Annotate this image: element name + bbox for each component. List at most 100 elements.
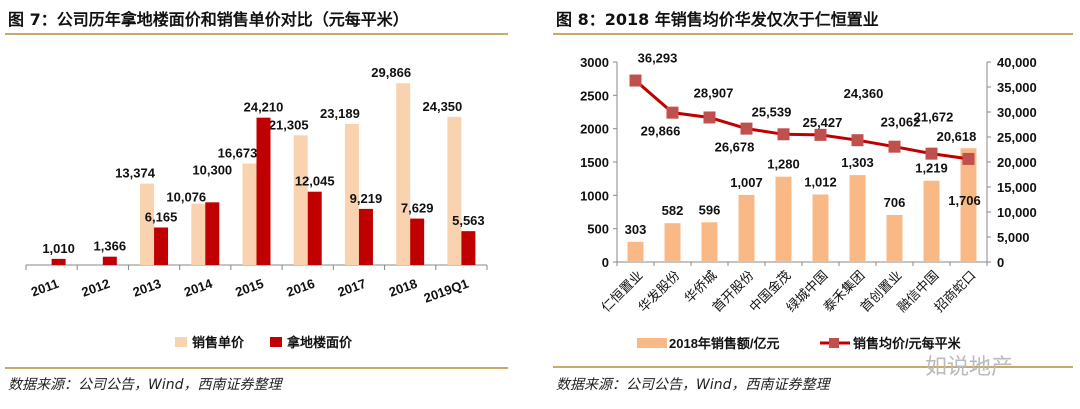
right-right-y-tick-label: 35,000 bbox=[997, 80, 1037, 95]
left-bar-sales-price bbox=[447, 116, 462, 265]
right-bar-label: 706 bbox=[884, 195, 906, 210]
left-chart-title: 图 7：公司历年拿地楼面价和销售单价对比（元每平米） bbox=[8, 10, 409, 29]
right-left-y-tick-label: 2500 bbox=[580, 88, 609, 103]
left-data-label: 16,673 bbox=[218, 146, 258, 161]
right-title-rule bbox=[553, 33, 1073, 35]
right-left-y-tick-label: 0 bbox=[602, 255, 609, 270]
right-left-y-tick-label: 2000 bbox=[580, 122, 609, 137]
left-source-rule bbox=[5, 367, 508, 369]
left-data-label: 21,305 bbox=[269, 117, 309, 132]
right-legend-swatch-marker bbox=[829, 338, 839, 348]
left-data-label: 1,366 bbox=[94, 239, 127, 254]
left-bar-land-price bbox=[256, 117, 271, 265]
right-bar-label: 596 bbox=[699, 202, 721, 217]
left-bar-sales-price bbox=[344, 123, 359, 265]
left-bar-land-price bbox=[410, 218, 425, 265]
right-left-y-tick-label: 3000 bbox=[580, 55, 609, 70]
right-line-label: 24,360 bbox=[844, 86, 884, 101]
right-line-label: 29,866 bbox=[641, 124, 681, 139]
left-bar-land-price bbox=[51, 258, 66, 265]
right-bar-label: 1,303 bbox=[841, 155, 874, 170]
left-data-label: 10,076 bbox=[166, 190, 206, 205]
right-line-marker bbox=[740, 122, 753, 135]
right-left-y-tick-label: 500 bbox=[587, 222, 609, 237]
right-line-label: 26,678 bbox=[715, 140, 755, 155]
right-bar-label: 1,219 bbox=[915, 161, 948, 176]
right-legend-label-bar: 2018年销售额/亿元 bbox=[669, 336, 780, 351]
left-x-tick-label: 2013 bbox=[131, 276, 163, 300]
right-line-marker bbox=[814, 128, 827, 141]
right-bar-sales bbox=[775, 176, 792, 262]
left-x-tick-label: 2018 bbox=[387, 276, 419, 300]
right-line-label: 23,062 bbox=[881, 115, 921, 130]
left-legend-swatch bbox=[175, 337, 187, 347]
left-legend-label: 销售单价 bbox=[192, 335, 245, 350]
left-data-label: 13,374 bbox=[115, 166, 156, 181]
left-data-label: 12,045 bbox=[295, 174, 335, 189]
left-source-note: 数据来源：公司公告，Wind，西南证券整理 bbox=[8, 377, 282, 393]
right-bar-label: 1,706 bbox=[948, 193, 981, 208]
right-bar-label: 1,007 bbox=[730, 175, 763, 190]
left-x-tick-label: 2019Q1 bbox=[422, 276, 471, 306]
right-source-note: 数据来源：公司公告，Wind，西南证券整理 bbox=[556, 377, 830, 393]
left-bar-sales-price bbox=[191, 203, 206, 265]
left-data-label: 10,300 bbox=[192, 162, 232, 177]
left-x-tick-label: 2017 bbox=[336, 276, 368, 300]
left-bar-land-price bbox=[102, 256, 117, 265]
left-x-tick-label: 2011 bbox=[29, 276, 61, 300]
left-data-label: 24,210 bbox=[244, 100, 284, 115]
right-line-label: 36,293 bbox=[638, 51, 678, 66]
watermark: 如说地产 bbox=[925, 355, 1014, 380]
right-line-marker bbox=[888, 140, 901, 153]
right-right-y-tick-label: 30,000 bbox=[997, 105, 1037, 120]
left-data-label: 23,189 bbox=[320, 106, 360, 121]
left-data-label: 29,866 bbox=[371, 65, 411, 80]
left-data-label: 24,350 bbox=[423, 99, 463, 114]
right-bar-sales bbox=[664, 223, 681, 262]
right-x-tick-label: 华发股份 bbox=[635, 268, 683, 316]
right-right-y-tick-label: 25,000 bbox=[997, 130, 1037, 145]
right-right-y-tick-label: 15,000 bbox=[997, 180, 1037, 195]
right-line-marker bbox=[666, 106, 679, 119]
left-data-label: 9,219 bbox=[350, 191, 383, 206]
right-bar-sales bbox=[812, 194, 829, 262]
right-bar-sales bbox=[627, 241, 644, 262]
right-bar-sales bbox=[849, 175, 866, 262]
right-right-y-tick-label: 20,000 bbox=[997, 155, 1037, 170]
right-line-label: 28,907 bbox=[694, 85, 734, 100]
right-bar-sales bbox=[923, 180, 940, 262]
right-line-marker bbox=[925, 147, 938, 160]
left-x-tick-label: 2012 bbox=[80, 276, 112, 300]
left-bar-land-price bbox=[205, 202, 220, 265]
right-line-marker bbox=[962, 152, 975, 165]
left-legend-label: 拿地楼面价 bbox=[286, 335, 353, 350]
left-legend-swatch bbox=[270, 337, 282, 347]
right-legend-swatch-bar bbox=[637, 338, 667, 348]
left-bar-sales-price bbox=[242, 163, 257, 265]
right-line-marker bbox=[629, 74, 642, 87]
left-bar-land-price bbox=[154, 227, 169, 265]
right-bar-sales bbox=[738, 194, 755, 262]
right-line-marker bbox=[777, 128, 790, 141]
right-bar-sales bbox=[886, 214, 903, 262]
left-data-label: 1,010 bbox=[42, 241, 75, 256]
right-left-y-tick-label: 1500 bbox=[580, 155, 609, 170]
right-right-y-tick-label: 0 bbox=[997, 255, 1004, 270]
right-bar-label: 1,012 bbox=[804, 175, 837, 190]
left-x-tick-label: 2015 bbox=[233, 276, 265, 300]
left-bar-land-price bbox=[358, 208, 373, 265]
right-bar-label: 1,280 bbox=[767, 157, 800, 172]
right-line-marker bbox=[703, 111, 716, 124]
left-x-tick-label: 2016 bbox=[284, 276, 316, 300]
right-left-y-tick-label: 1000 bbox=[580, 188, 609, 203]
right-right-y-tick-label: 5,000 bbox=[997, 230, 1030, 245]
right-legend-label-line: 销售均价/元每平米 bbox=[853, 336, 962, 351]
right-right-y-tick-label: 10,000 bbox=[997, 205, 1037, 220]
left-bar-sales-price bbox=[293, 135, 308, 265]
right-line-marker bbox=[851, 134, 864, 147]
right-bar-label: 303 bbox=[625, 222, 647, 237]
left-data-label: 6,165 bbox=[145, 209, 178, 224]
right-bar-sales bbox=[701, 222, 718, 262]
right-line-label: 25,427 bbox=[803, 115, 843, 130]
